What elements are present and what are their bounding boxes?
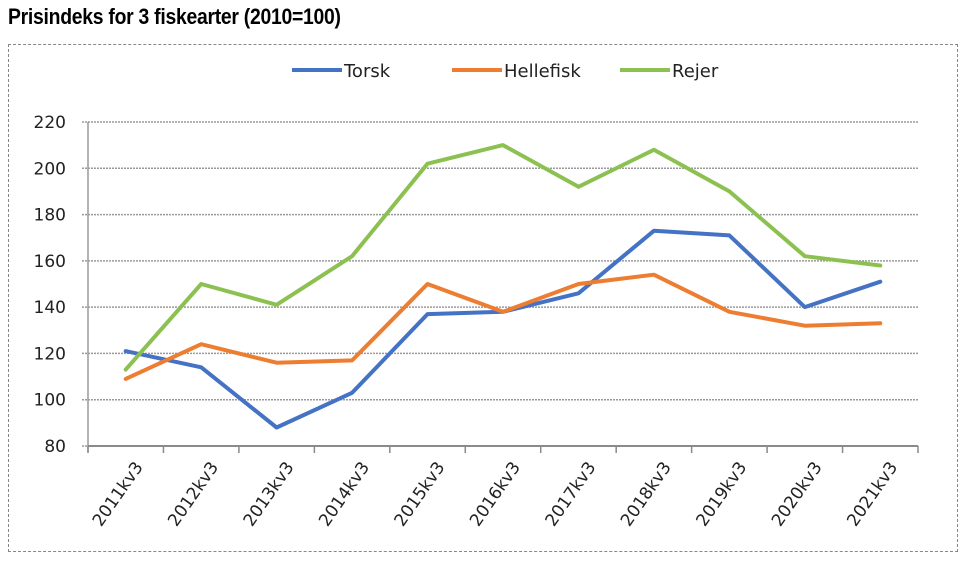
x-tick-labels: 2011kv3 2012kv3 2013kv3 2014kv3 2015kv3 2016k… <box>89 458 902 530</box>
y-tick-label: 160 <box>34 252 66 272</box>
y-tick-labels: 80 100 120 140 160 180 200 220 <box>34 113 66 457</box>
y-tick-label: 80 <box>44 437 66 457</box>
x-tick-label: 2014kv3 <box>315 458 374 530</box>
x-tick-label: 2017kv3 <box>542 458 601 530</box>
y-tick-label: 180 <box>34 206 66 226</box>
x-tick-label: 2019kv3 <box>692 458 751 530</box>
chart-title: Prisindeks for 3 fiskearter (2010=100) <box>8 4 341 29</box>
x-tick-label: 2016kv3 <box>466 458 525 530</box>
legend-item-hellefisk: Hellefisk <box>452 61 581 82</box>
legend-item-torsk: Torsk <box>292 61 391 82</box>
x-tick-label: 2020kv3 <box>768 458 827 530</box>
chart-frame <box>8 44 958 552</box>
legend-label: Rejer <box>672 61 719 82</box>
legend-item-rejer: Rejer <box>620 61 719 82</box>
axes <box>87 122 919 453</box>
x-tick-label: 2018kv3 <box>617 458 676 530</box>
series-line-hellefisk <box>123 272 883 381</box>
series-lines <box>123 143 883 430</box>
legend: Torsk Hellefisk Rejer <box>292 61 719 82</box>
x-tick-label: 2011kv3 <box>89 458 148 530</box>
x-tick-label: 2013kv3 <box>240 458 299 530</box>
y-tick-label: 100 <box>34 391 66 411</box>
y-tick-label: 220 <box>34 113 66 133</box>
x-tick-label: 2012kv3 <box>164 458 223 530</box>
x-tick-label: 2021kv3 <box>843 458 902 530</box>
y-tick-label: 140 <box>34 298 66 318</box>
y-tick-label: 120 <box>34 344 66 364</box>
y-tick-label: 200 <box>34 159 66 179</box>
x-tick-label: 2015kv3 <box>391 458 450 530</box>
legend-label: Hellefisk <box>504 61 581 82</box>
legend-label: Torsk <box>343 61 391 82</box>
series-line-rejer <box>123 143 883 372</box>
